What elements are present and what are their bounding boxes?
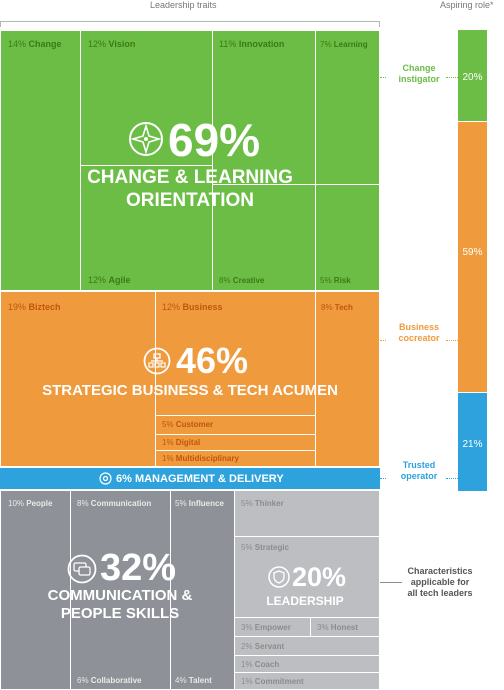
trait-cell-biztech [0, 291, 156, 467]
leadership-block [234, 490, 380, 690]
leadership-percent: 20% [292, 562, 347, 592]
compass-icon [129, 122, 163, 156]
trait-label-vision: 12% Vision [88, 39, 136, 49]
trait-label-coach: 1% Coach [241, 660, 280, 669]
connector-business [380, 340, 386, 341]
role-label-trusted-operator: Trusted operator [400, 460, 438, 481]
strategic-percent: 46% [176, 340, 249, 381]
trait-label-business: 12% Business [162, 302, 223, 312]
trait-label-risk: 5% Risk [320, 276, 351, 285]
annotation-connector [380, 582, 402, 583]
management-block [0, 468, 380, 489]
connector-trusted [380, 478, 386, 479]
communication-percent: 32% [100, 547, 177, 589]
trait-label-collaborative: 6% Collaborative [77, 676, 142, 685]
role-value-trusted: 21% [462, 439, 483, 450]
role-label-business-cocreator: Business cocreator [398, 322, 440, 343]
trait-label-people: 10% People [8, 499, 53, 508]
trait-cell-risk [315, 184, 380, 291]
chat-bubbles-icon [67, 554, 97, 584]
communication-title-2: PEOPLE SKILLS [60, 605, 180, 622]
strategic-title: STRATEGIC BUSINESS & TECH ACUMEN [42, 382, 338, 399]
shield-icon [268, 566, 290, 588]
trait-label-digital: 1% Digital [162, 438, 201, 447]
trait-label-empower: 3% Empower [241, 623, 291, 632]
trait-label-agile: 12% Agile [88, 275, 131, 285]
trait-label-customer: 5% Customer [162, 420, 214, 429]
trait-label-biztech: 19% Biztech [8, 302, 61, 312]
role-bar-trusted-operator [458, 393, 487, 491]
trait-label-honest: 3% Honest [317, 623, 358, 632]
annotation-text: Characteristics applicable for all tech le… [407, 566, 473, 598]
leadership-title: LEADERSHIP [266, 594, 344, 608]
org-chart-icon [143, 347, 171, 375]
connector-business-right [446, 340, 458, 341]
change-learning-title-1: CHANGE & LEARNING [87, 167, 293, 188]
aspiring-role-header: Aspiring role* [440, 0, 494, 10]
trait-label-influence: 5% Influence [175, 499, 224, 508]
trait-cell-change [0, 30, 81, 291]
trait-label-communication: 8% Communication [77, 499, 152, 508]
gear-icon [99, 472, 112, 485]
trait-label-learning: 7% Learning [320, 40, 368, 49]
role-label-change-instigator: Change instigator [398, 63, 440, 84]
header-bracket [0, 21, 380, 27]
communication-title-1: COMMUNICATION & [47, 587, 193, 604]
change-learning-block [0, 30, 380, 291]
change-learning-percent: 69% [168, 114, 261, 166]
communication-block [0, 490, 234, 690]
trait-label-multidisciplinary: 1% Multidisciplinary [162, 454, 239, 463]
role-value-business: 59% [462, 247, 483, 258]
connector-trusted-right [446, 478, 458, 479]
trait-label-tech: 8% Tech [321, 303, 353, 312]
trait-label-talent: 4% Talent [175, 676, 212, 685]
trait-label-strategic: 5% Strategic [241, 543, 290, 552]
trait-label-innovation: 11% Innovation [219, 39, 285, 49]
trait-label-change: 14% Change [8, 39, 62, 49]
role-bar-business-cocreator [458, 122, 487, 392]
leadership-traits-header: Leadership traits [150, 0, 217, 10]
trait-label-commitment: 1% Commitment [241, 677, 304, 686]
management-label: 6% MANAGEMENT & DELIVERY [116, 473, 284, 485]
strategic-block [0, 291, 380, 467]
connector-change-right [446, 77, 458, 78]
trait-cell-learning [315, 30, 380, 185]
trait-cell-tech [315, 291, 380, 467]
trait-label-servant: 2% Servant [241, 642, 285, 651]
trait-label-creative: 8% Creative [219, 276, 265, 285]
trait-cell-multidisciplinary [155, 450, 316, 467]
change-learning-title-2: ORIENTATION [125, 190, 255, 211]
role-value-change: 20% [462, 72, 483, 83]
trait-label-thinker: 5% Thinker [241, 499, 284, 508]
role-bar-change-instigator [458, 30, 487, 121]
connector-change [380, 77, 386, 78]
